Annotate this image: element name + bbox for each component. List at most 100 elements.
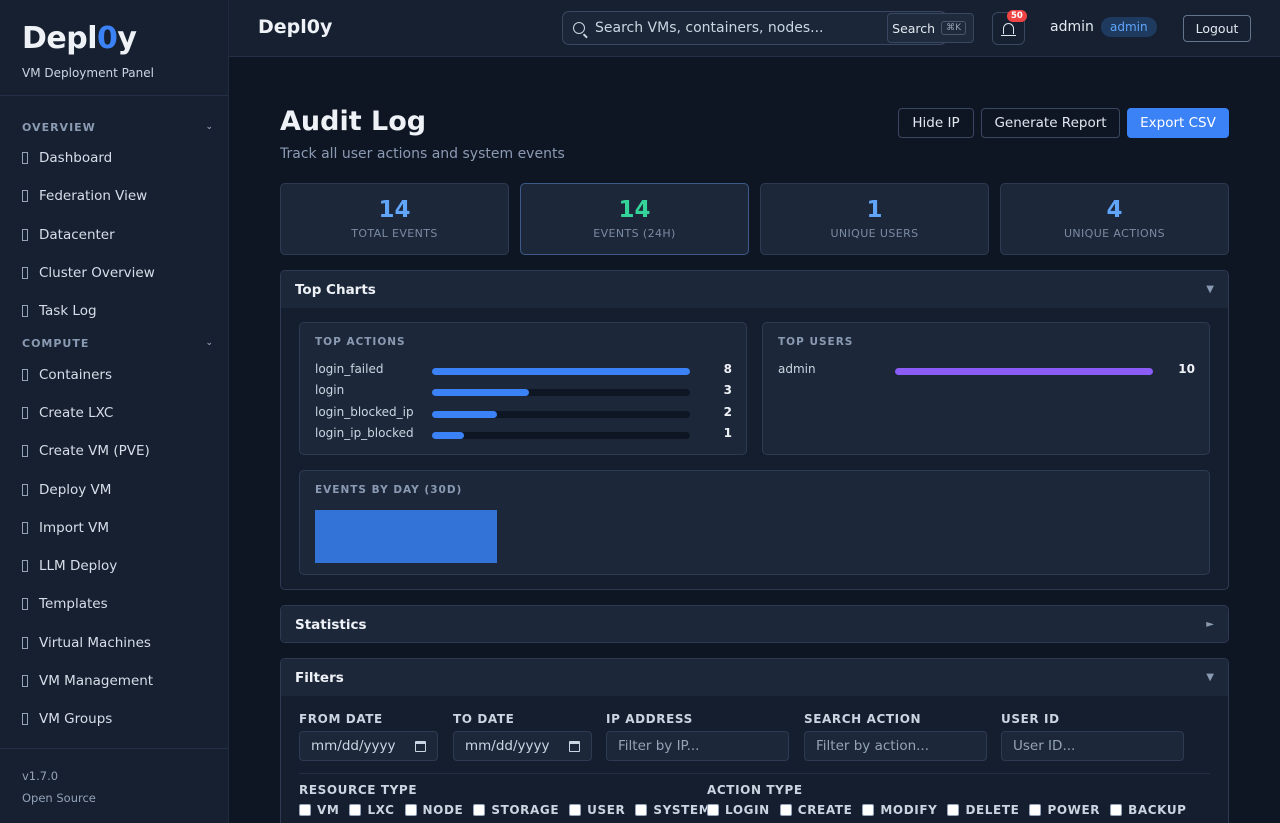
- checkbox-box[interactable]: [862, 804, 875, 816]
- ip-address-label: IP ADDRESS: [606, 712, 693, 726]
- top-actions-card: TOP ACTIONS login_failed 8 login 3 login_blo…: [299, 322, 747, 455]
- from-date-field[interactable]: mm/dd/yyyy: [299, 731, 438, 761]
- notifications-button[interactable]: 50: [992, 10, 1027, 45]
- notification-badge: 50: [1007, 10, 1027, 22]
- nav-section-overview[interactable]: OVERVIEW ⌄: [0, 118, 228, 136]
- checkbox-box[interactable]: [1110, 804, 1123, 816]
- stat-card[interactable]: 14 TOTAL EVENTS: [280, 183, 509, 255]
- sidebar-nav: OVERVIEW ⌄ Dashboard Federation View Datacen…: [0, 96, 228, 738]
- brand-logo[interactable]: Depl0y: [22, 21, 137, 56]
- bar-count: 1: [723, 425, 732, 440]
- checkbox-backup[interactable]: BACKUP: [1110, 803, 1186, 817]
- checkbox-box[interactable]: [1029, 804, 1042, 816]
- top-charts-header[interactable]: Top Charts ▼: [281, 271, 1228, 308]
- sidebar-item-label: Cluster Overview: [39, 265, 155, 282]
- checkbox-vm[interactable]: VM: [299, 803, 339, 817]
- checkbox-box[interactable]: [569, 804, 582, 816]
- sidebar-item-vm-management[interactable]: VM Management: [0, 662, 228, 700]
- nav-item-icon: [22, 713, 28, 726]
- checkbox-login[interactable]: LOGIN: [707, 803, 770, 817]
- statistics-header[interactable]: Statistics ►: [281, 606, 1228, 642]
- search-button-label: Search: [892, 20, 936, 36]
- statistics-panel: Statistics ►: [280, 605, 1229, 643]
- stat-card[interactable]: 14 EVENTS (24H): [520, 183, 749, 255]
- sidebar-item-cluster-overview[interactable]: Cluster Overview: [0, 254, 228, 292]
- checkbox-box[interactable]: [707, 804, 719, 816]
- statistics-title: Statistics: [295, 616, 367, 633]
- user-id-label: USER ID: [1001, 712, 1060, 726]
- calendar-icon[interactable]: [415, 741, 426, 752]
- checkbox-box[interactable]: [349, 804, 362, 816]
- checkbox-storage[interactable]: STORAGE: [473, 803, 559, 817]
- checkbox-delete[interactable]: DELETE: [947, 803, 1019, 817]
- checkbox-box[interactable]: [299, 804, 311, 816]
- checkbox-box[interactable]: [947, 804, 960, 816]
- sidebar-item-vm-groups[interactable]: VM Groups: [0, 700, 228, 738]
- checkbox-box[interactable]: [473, 804, 486, 816]
- logout-button[interactable]: Logout: [1183, 15, 1251, 42]
- sidebar-item-containers[interactable]: Containers: [0, 355, 228, 393]
- checkbox-power[interactable]: POWER: [1029, 803, 1100, 817]
- checkbox-label: USER: [587, 803, 626, 817]
- checkbox-box[interactable]: [404, 804, 417, 816]
- nav-item-icon: [22, 598, 28, 611]
- sidebar-item-create-vm-pve[interactable]: Create VM (PVE): [0, 432, 228, 470]
- nav-item-icon: [22, 368, 28, 381]
- brand: Depl0y VM Deployment Panel: [0, 0, 228, 96]
- checkbox-create[interactable]: CREATE: [779, 803, 853, 817]
- to-date-field[interactable]: mm/dd/yyyy: [453, 731, 592, 761]
- sidebar-item-federation-view[interactable]: Federation View: [0, 177, 228, 215]
- sidebar-item-label: LLM Deploy: [39, 558, 118, 575]
- checkbox-box[interactable]: [779, 804, 792, 816]
- sidebar-item-templates[interactable]: Templates: [0, 585, 228, 623]
- sidebar-item-deploy-vm[interactable]: Deploy VM: [0, 470, 228, 508]
- sidebar-item-task-log[interactable]: Task Log: [0, 292, 228, 330]
- user-id-field[interactable]: [1001, 731, 1184, 761]
- hide-ip-button[interactable]: Hide IP: [898, 108, 974, 138]
- filters-header[interactable]: Filters ▼: [281, 659, 1228, 696]
- sidebar-item-datacenter[interactable]: Datacenter: [0, 216, 228, 254]
- stat-card[interactable]: 4 UNIQUE ACTIONS: [1000, 183, 1229, 255]
- bar-label: login_failed: [315, 362, 384, 376]
- bar-row: login 3: [315, 383, 732, 399]
- nav-section-compute[interactable]: COMPUTE ⌄: [0, 334, 228, 352]
- search-button[interactable]: Search ⌘K: [887, 13, 974, 43]
- checkbox-modify[interactable]: MODIFY: [862, 803, 937, 817]
- search-shortcut: ⌘K: [941, 21, 966, 35]
- global-search[interactable]: [562, 11, 947, 45]
- checkbox-label: SYSTEM: [653, 803, 712, 817]
- action-filter-field[interactable]: [804, 731, 987, 761]
- to-date-label: TO DATE: [453, 712, 515, 726]
- ip-filter-field[interactable]: [606, 731, 789, 761]
- collapse-icon: ▼: [1206, 672, 1214, 683]
- calendar-icon[interactable]: [569, 741, 580, 752]
- bar-track: [432, 368, 690, 375]
- checkbox-user[interactable]: USER: [569, 803, 625, 817]
- sidebar-item-virtual-machines[interactable]: Virtual Machines: [0, 624, 228, 662]
- sidebar-item-label: Create VM (PVE): [39, 443, 150, 460]
- bar-fill: [432, 389, 529, 397]
- checkbox-node[interactable]: NODE: [404, 803, 464, 817]
- sidebar-item-label: Templates: [39, 596, 108, 613]
- sidebar-item-import-vm[interactable]: Import VM: [0, 509, 228, 547]
- export-csv-button[interactable]: Export CSV: [1127, 108, 1229, 138]
- checkbox-system[interactable]: SYSTEM: [635, 803, 711, 817]
- sidebar-item-create-lxc[interactable]: Create LXC: [0, 394, 228, 432]
- bar-label: login: [315, 383, 345, 398]
- user-id-input[interactable]: [1013, 738, 1172, 754]
- bar-fill: [895, 368, 1153, 375]
- search-input[interactable]: [595, 20, 875, 36]
- sidebar-item-llm-deploy[interactable]: LLM Deploy: [0, 547, 228, 585]
- generate-report-button[interactable]: Generate Report: [981, 108, 1120, 138]
- sidebar-item-label: Dashboard: [39, 150, 113, 167]
- checkbox-box[interactable]: [635, 804, 648, 816]
- stat-card[interactable]: 1 UNIQUE USERS: [760, 183, 989, 255]
- sidebar-item-dashboard[interactable]: Dashboard: [0, 139, 228, 177]
- search-action-label: SEARCH ACTION: [804, 712, 922, 726]
- ip-filter-input[interactable]: [618, 738, 777, 754]
- bar-row: login_failed 8: [315, 362, 732, 378]
- action-filter-input[interactable]: [816, 738, 975, 754]
- checkbox-lxc[interactable]: LXC: [349, 803, 394, 817]
- stat-label: TOTAL EVENTS: [351, 227, 438, 240]
- stat-value: 1: [866, 197, 883, 223]
